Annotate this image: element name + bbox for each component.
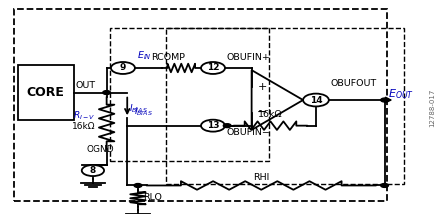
Text: 8: 8 (89, 166, 96, 175)
Text: RHI: RHI (253, 173, 269, 182)
Text: 16kΩ: 16kΩ (257, 110, 282, 119)
Text: +: + (257, 83, 266, 92)
Circle shape (302, 94, 328, 106)
Circle shape (223, 124, 230, 127)
Text: OBUFIN−: OBUFIN− (226, 128, 270, 137)
Text: OBUFOUT: OBUFOUT (330, 79, 376, 88)
Circle shape (201, 120, 224, 132)
Text: $R_{I−V}$: $R_{I−V}$ (73, 110, 95, 122)
Text: OGND: OGND (86, 145, 114, 154)
Text: $I_{BIAS}$: $I_{BIAS}$ (129, 102, 148, 115)
Text: 12788-017: 12788-017 (428, 88, 434, 127)
Text: 12: 12 (206, 63, 219, 72)
Text: $E_{IN}$: $E_{IN}$ (136, 49, 151, 61)
Text: 14: 14 (309, 95, 322, 104)
Text: $I_{BIAS}$: $I_{BIAS}$ (133, 106, 152, 118)
Text: RCOMP: RCOMP (151, 53, 184, 61)
Circle shape (134, 184, 141, 187)
Text: −: − (256, 106, 267, 119)
Circle shape (111, 62, 135, 74)
Text: 16kΩ: 16kΩ (72, 122, 95, 131)
Circle shape (201, 62, 224, 74)
Text: 13: 13 (206, 121, 219, 130)
Text: $E_{OUT}$: $E_{OUT}$ (387, 87, 413, 101)
Circle shape (380, 98, 388, 102)
Text: OUT: OUT (76, 81, 95, 91)
Circle shape (102, 91, 110, 94)
Text: 9: 9 (119, 63, 126, 72)
Text: CORE: CORE (27, 86, 65, 99)
Circle shape (82, 165, 104, 176)
Text: RLO: RLO (143, 193, 161, 202)
Text: OBUFIN+: OBUFIN+ (226, 53, 270, 61)
Circle shape (380, 184, 388, 187)
